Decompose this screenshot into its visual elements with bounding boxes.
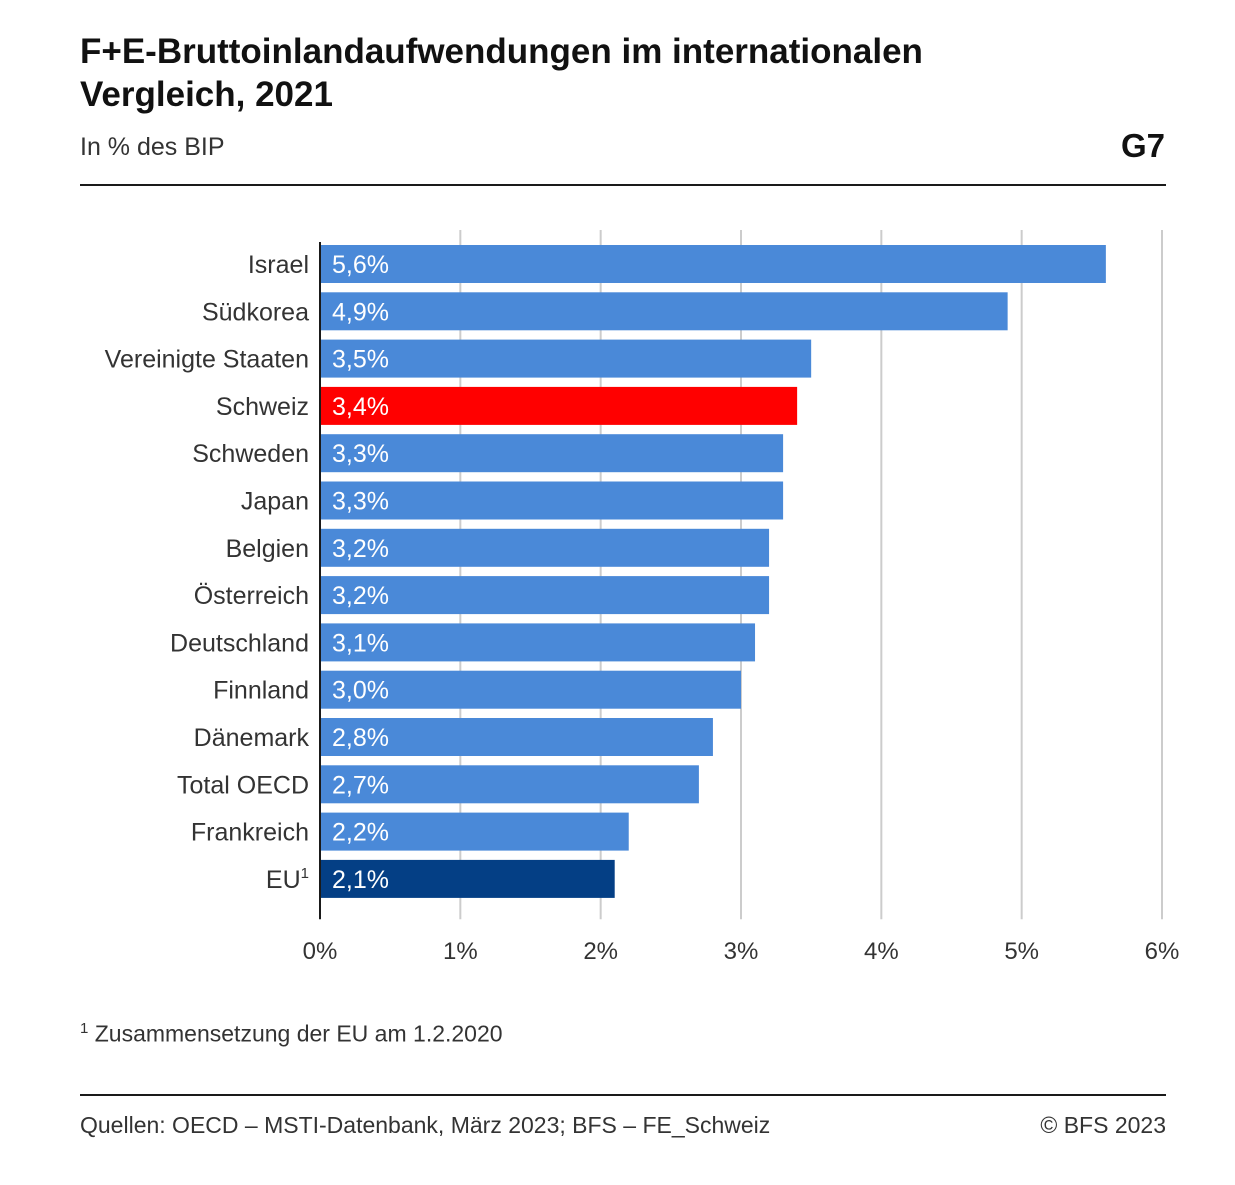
value-label: 3,0% xyxy=(332,677,389,705)
x-tick-label: 6% xyxy=(1145,938,1180,965)
bar xyxy=(320,576,770,615)
bar xyxy=(320,623,756,662)
bar xyxy=(320,434,784,473)
value-label: 2,8% xyxy=(332,724,389,752)
footnote-text: Zusammensetzung der EU am 1.2.2020 xyxy=(88,1020,503,1047)
category-label: Südkorea xyxy=(202,298,309,326)
bars xyxy=(320,245,1106,898)
value-label: 3,1% xyxy=(332,629,389,657)
value-label: 3,3% xyxy=(332,488,389,516)
footnote: 1 Zusammensetzung der EU am 1.2.2020 xyxy=(80,1020,503,1048)
category-label: Deutschland xyxy=(170,629,309,657)
category-label: Total OECD xyxy=(177,771,309,799)
bar xyxy=(320,859,615,898)
category-label: Dänemark xyxy=(194,724,310,752)
bottom-divider xyxy=(80,1094,1166,1096)
bar-chart: Israel Südkorea Vereinigte Staaten Schweiz S… xyxy=(105,230,1180,965)
bar xyxy=(320,718,713,756)
value-label: 3,5% xyxy=(332,346,389,374)
category-label: Schweiz xyxy=(216,393,309,421)
top-divider xyxy=(80,184,1166,186)
value-label: 2,2% xyxy=(332,819,389,847)
x-tick-label: 5% xyxy=(1004,938,1039,965)
copyright-text: © BFS 2023 xyxy=(1040,1112,1166,1138)
category-label: Israel xyxy=(248,251,309,279)
category-label: EU1 xyxy=(266,865,309,894)
x-tick-label: 0% xyxy=(303,938,338,965)
category-label: Finnland xyxy=(213,677,309,705)
chart-subtitle: In % des BIP xyxy=(80,133,225,161)
bar xyxy=(320,670,741,709)
category-label: Frankreich xyxy=(191,819,309,847)
chart-title: F+E-Bruttoinlandaufwendungen im internat… xyxy=(80,32,923,114)
bar xyxy=(320,386,798,425)
value-label: 2,1% xyxy=(332,866,389,894)
value-label: 3,4% xyxy=(332,393,389,421)
x-tick-label: 1% xyxy=(443,938,478,965)
value-label: 5,6% xyxy=(332,251,389,279)
bar xyxy=(320,339,812,378)
category-label: Schweden xyxy=(192,440,309,468)
value-label: 3,3% xyxy=(332,440,389,468)
bar xyxy=(320,481,784,520)
x-tick-label: 2% xyxy=(583,938,618,965)
bar xyxy=(320,812,629,851)
value-label: 3,2% xyxy=(332,535,389,563)
x-tick-labels: 0% 1% 2% 3% 4% 5% 6% xyxy=(303,938,1180,965)
category-label: Österreich xyxy=(194,582,309,610)
x-tick-label: 3% xyxy=(724,938,759,965)
bar xyxy=(320,245,1106,283)
category-labels: Israel Südkorea Vereinigte Staaten Schweiz S… xyxy=(105,251,310,894)
bar xyxy=(320,765,699,804)
value-label: 3,2% xyxy=(332,582,389,610)
source-text: Quellen: OECD – MSTI-Datenbank, März 202… xyxy=(80,1112,771,1138)
footnote-marker: 1 xyxy=(80,1020,89,1037)
value-labels: 5,6% 4,9% 3,5% 3,4% 3,3% 3,3% 3,2% 3,2% 3,1% 3,0%… xyxy=(332,251,389,894)
value-label: 2,7% xyxy=(332,771,389,799)
bar xyxy=(320,528,770,567)
chart-number-badge: G7 xyxy=(1120,127,1165,164)
x-tick-label: 4% xyxy=(864,938,899,965)
category-label: Belgien xyxy=(226,535,309,563)
category-label: Japan xyxy=(241,488,309,516)
value-label: 4,9% xyxy=(332,298,389,326)
bar xyxy=(320,292,1008,331)
category-label: Vereinigte Staaten xyxy=(105,346,309,374)
